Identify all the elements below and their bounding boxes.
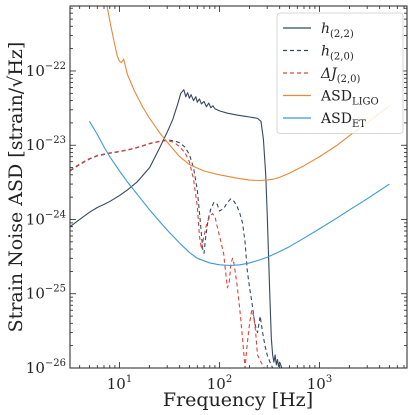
x-tick-label: 101 bbox=[107, 374, 132, 393]
series-line-2 bbox=[70, 140, 265, 368]
series-line-0 bbox=[70, 89, 283, 368]
legend-label: ASDLIGO bbox=[320, 89, 379, 108]
x-axis-label: Frequency [Hz] bbox=[163, 389, 313, 411]
y-tick-label: 10−22 bbox=[26, 61, 66, 80]
x-tick-label: 103 bbox=[307, 374, 332, 393]
y-tick-label: 10−23 bbox=[26, 135, 66, 154]
legend-label: ΔJ(2,0) bbox=[320, 66, 361, 85]
legend-box bbox=[276, 12, 404, 134]
legend-label: ASDET bbox=[320, 111, 366, 130]
legend-label: h(2,0) bbox=[321, 44, 354, 63]
legend: h(2,2) h(2,0) ΔJ(2,0) ASDLIGO ASDET bbox=[276, 12, 404, 134]
series-line-4 bbox=[88, 121, 390, 267]
y-tick-label: 10−24 bbox=[26, 209, 66, 228]
legend-label: h(2,2) bbox=[321, 21, 354, 40]
y-tick-label: 10−25 bbox=[26, 284, 66, 303]
series-line-3 bbox=[106, 6, 390, 182]
y-tick-label: 10−26 bbox=[26, 358, 66, 377]
y-axis-label: Strain Noise ASD [strain/√Hz] bbox=[5, 42, 27, 333]
x-tick-label: 102 bbox=[207, 374, 232, 393]
plot-frame bbox=[69, 5, 408, 369]
